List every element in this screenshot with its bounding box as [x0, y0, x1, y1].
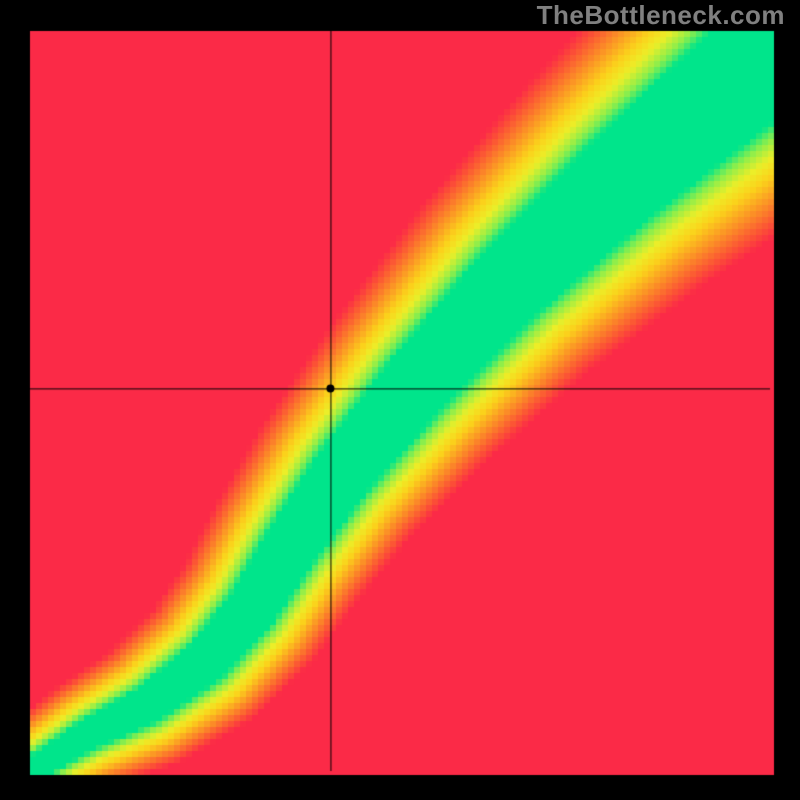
chart-container: TheBottleneck.com [0, 0, 800, 800]
watermark-text: TheBottleneck.com [537, 0, 785, 31]
heatmap-canvas [0, 0, 800, 800]
